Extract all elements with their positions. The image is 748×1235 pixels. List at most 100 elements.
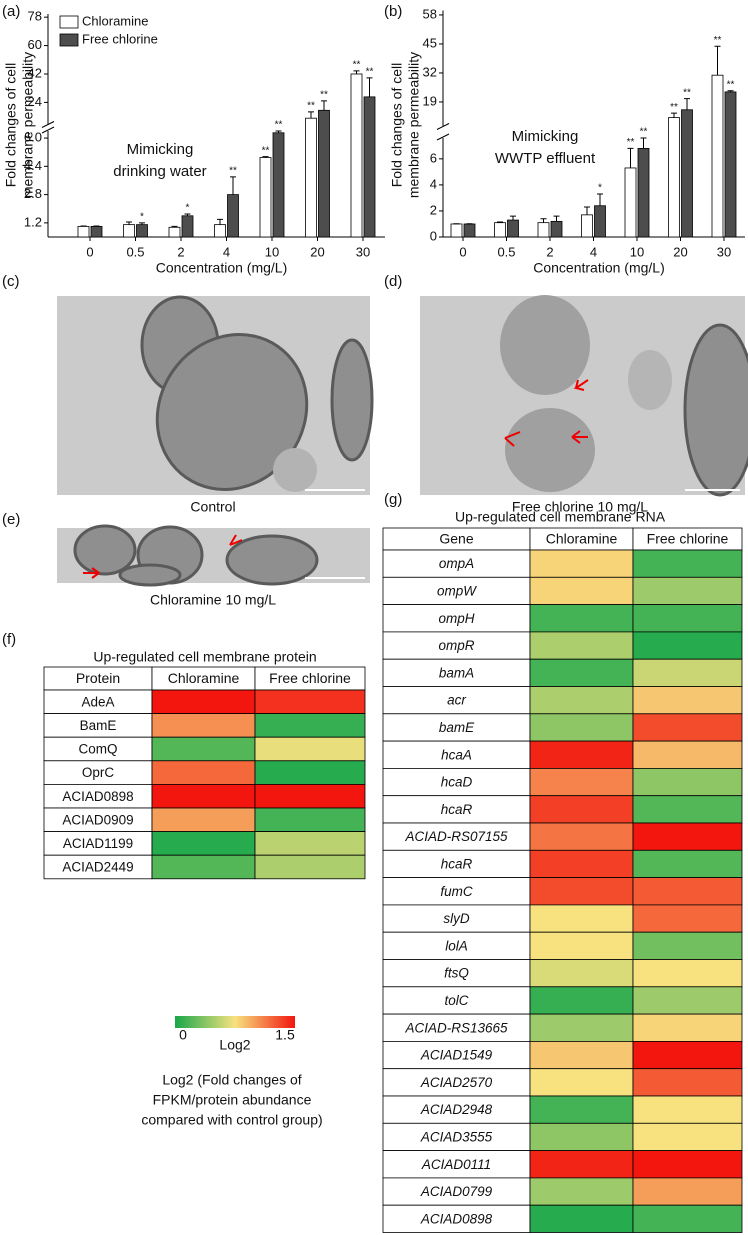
row-name: ACIAD1549 — [420, 1048, 493, 1063]
y-axis-label: membrane permeability — [406, 52, 422, 198]
bar — [227, 194, 239, 238]
y-tick-label: 32 — [423, 64, 437, 79]
heatmap-cell — [632, 604, 743, 633]
legend-label: Free chlorine — [82, 31, 158, 46]
color-bar-tick-label: 1.5 — [275, 1027, 295, 1043]
heatmap-cell — [529, 604, 634, 633]
heatmap-cell — [632, 849, 743, 878]
row-name: hcaR — [441, 802, 473, 817]
significance: ** — [727, 79, 735, 90]
heatmap-cell — [529, 1095, 634, 1124]
panel-label: (a) — [2, 3, 20, 20]
heatmap-cell — [151, 807, 256, 833]
heatmap-cell — [151, 713, 256, 738]
column-header: Chloramine — [546, 531, 618, 547]
significance: * — [140, 212, 144, 223]
error-bar — [584, 206, 590, 215]
heatmap-cell — [254, 784, 366, 809]
significance: ** — [627, 137, 635, 148]
micrograph-caption: Free chlorine 10 mg/L — [512, 499, 648, 515]
heatmap-cell — [632, 631, 743, 660]
heatmap-cell — [632, 686, 743, 715]
heatmap-cell — [632, 1013, 743, 1042]
heatmap-cell — [632, 1177, 743, 1206]
column-header: Free chlorine — [647, 531, 729, 547]
significance: ** — [670, 102, 678, 113]
heatmap-cell — [254, 736, 366, 762]
annotation: WWTP effluent — [495, 150, 596, 167]
error-bar — [497, 221, 503, 223]
x-tick-label: 0.5 — [497, 244, 515, 259]
bar — [581, 214, 593, 238]
y-axis-label: membrane permeability — [20, 52, 36, 198]
row-name: ACIAD2570 — [420, 1075, 493, 1090]
annotation: drinking water — [113, 163, 206, 180]
x-tick-label: 20 — [673, 244, 687, 259]
table-title: Up-regulated cell membrane RNA — [455, 509, 666, 525]
annotation: Mimicking — [127, 141, 194, 158]
bar — [363, 96, 376, 238]
row-name: bamE — [439, 720, 475, 735]
bar — [214, 224, 226, 238]
bar — [537, 222, 550, 238]
heatmap-cell — [151, 736, 256, 762]
micrograph-c — [57, 295, 374, 495]
row-name: ompA — [439, 556, 474, 571]
significance: ** — [683, 87, 691, 98]
y-tick-label: 42 — [28, 65, 42, 80]
heatmap-cell — [632, 1122, 743, 1152]
color-bar-label: Log2 — [219, 1037, 250, 1053]
significance: ** — [229, 166, 237, 177]
heatmap-cell — [529, 1068, 634, 1097]
row-name: hcaD — [441, 775, 473, 790]
heatmap-cell — [632, 1095, 743, 1124]
significance: ** — [366, 67, 374, 78]
heatmap-cell — [254, 831, 366, 856]
legend-label: Chloramine — [82, 13, 148, 28]
x-tick-label: 0 — [86, 244, 93, 259]
heatmap-cell — [529, 1150, 634, 1179]
heatmap-cell — [529, 631, 634, 660]
table-title: Up-regulated cell membrane protein — [93, 649, 316, 665]
significance: ** — [262, 145, 270, 156]
error-bar — [184, 213, 191, 216]
x-tick-label: 10 — [630, 244, 644, 259]
column-header: Chloramine — [168, 670, 240, 686]
x-axis-label: Concentration (mg/L) — [533, 260, 665, 276]
error-bar — [275, 130, 282, 133]
significance: ** — [353, 59, 361, 70]
error-bar — [139, 222, 145, 225]
heatmap-cell — [632, 959, 743, 988]
color-bar-tick-label: 0 — [179, 1027, 187, 1043]
row-name: ACIAD-RS07155 — [404, 829, 508, 844]
heatmap-cell — [632, 877, 743, 906]
heatmap-cell — [632, 768, 743, 797]
row-name-cell — [382, 1177, 531, 1206]
row-name: AdeA — [81, 694, 114, 709]
bar — [624, 167, 637, 238]
heatmap-cell — [151, 689, 256, 715]
error-bar — [321, 100, 327, 111]
y-tick-label: 45 — [423, 35, 437, 50]
heatmap-cell — [529, 986, 634, 1015]
heatmap-cell — [529, 740, 634, 769]
heatmap-cell — [529, 1013, 634, 1042]
heatmap-cell — [632, 713, 743, 742]
row-name: ACIAD0898 — [62, 789, 133, 804]
row-name-cell — [382, 959, 531, 988]
heatmap-cell — [529, 658, 634, 687]
heatmap-cell — [529, 877, 634, 906]
x-tick-label: 30 — [717, 244, 731, 259]
heatmap-cell — [632, 740, 743, 769]
x-tick-label: 20 — [310, 244, 324, 259]
color-bar — [175, 1016, 295, 1028]
heatmap-cell — [529, 1122, 634, 1152]
error-bar — [627, 147, 634, 168]
heatmap-cell — [151, 854, 256, 880]
column-header: Free chlorine — [269, 670, 351, 686]
heatmap-cell — [632, 904, 743, 933]
y-tick-label: 6 — [430, 150, 437, 165]
row-name: ACIAD2948 — [420, 1102, 493, 1117]
y-tick-label: 4.4 — [24, 158, 42, 173]
row-name: ACIAD1199 — [63, 836, 133, 851]
